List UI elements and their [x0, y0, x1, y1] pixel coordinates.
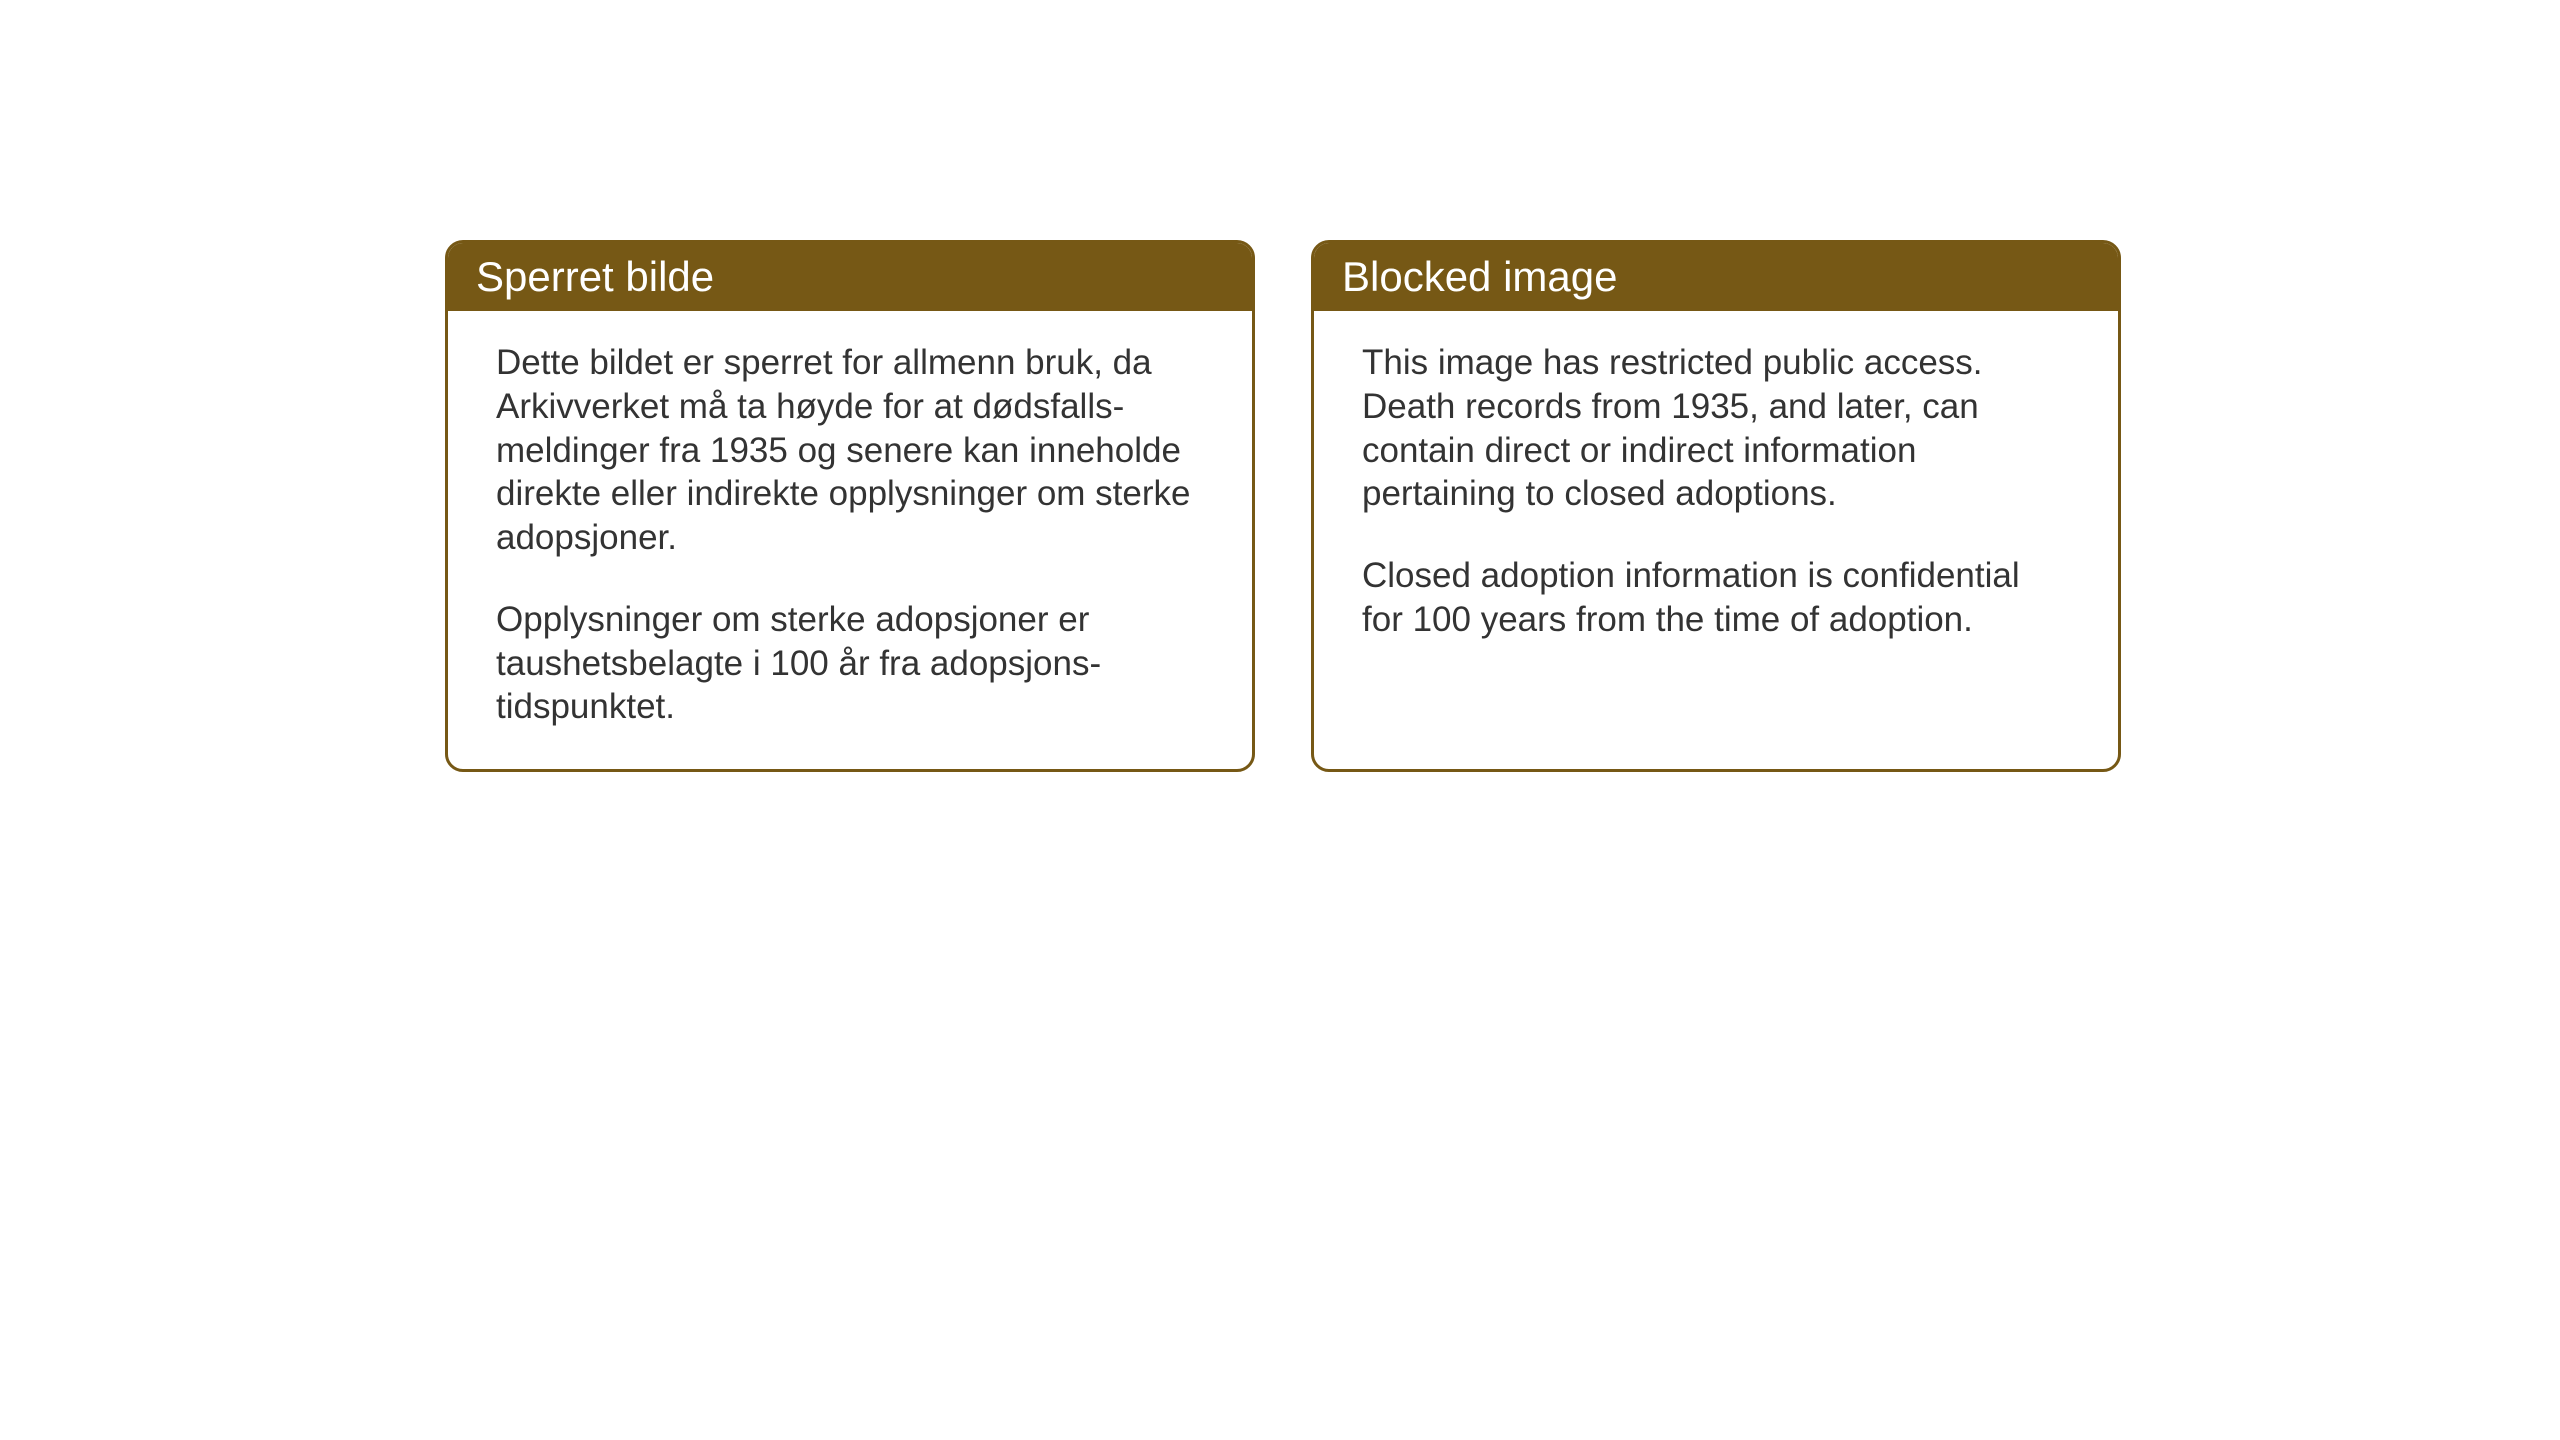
paragraph-1-english: This image has restricted public access.… — [1362, 341, 2070, 516]
notice-container: Sperret bilde Dette bildet er sperret fo… — [445, 240, 2121, 772]
card-header-norwegian: Sperret bilde — [448, 243, 1252, 311]
paragraph-1-norwegian: Dette bildet er sperret for allmenn bruk… — [496, 341, 1204, 560]
card-body-norwegian: Dette bildet er sperret for allmenn bruk… — [448, 311, 1252, 769]
card-title-english: Blocked image — [1342, 253, 1617, 300]
paragraph-2-english: Closed adoption information is confident… — [1362, 554, 2070, 642]
notice-card-english: Blocked image This image has restricted … — [1311, 240, 2121, 772]
paragraph-2-norwegian: Opplysninger om sterke adopsjoner er tau… — [496, 598, 1204, 729]
card-header-english: Blocked image — [1314, 243, 2118, 311]
card-body-english: This image has restricted public access.… — [1314, 311, 2118, 682]
card-title-norwegian: Sperret bilde — [476, 253, 714, 300]
notice-card-norwegian: Sperret bilde Dette bildet er sperret fo… — [445, 240, 1255, 772]
